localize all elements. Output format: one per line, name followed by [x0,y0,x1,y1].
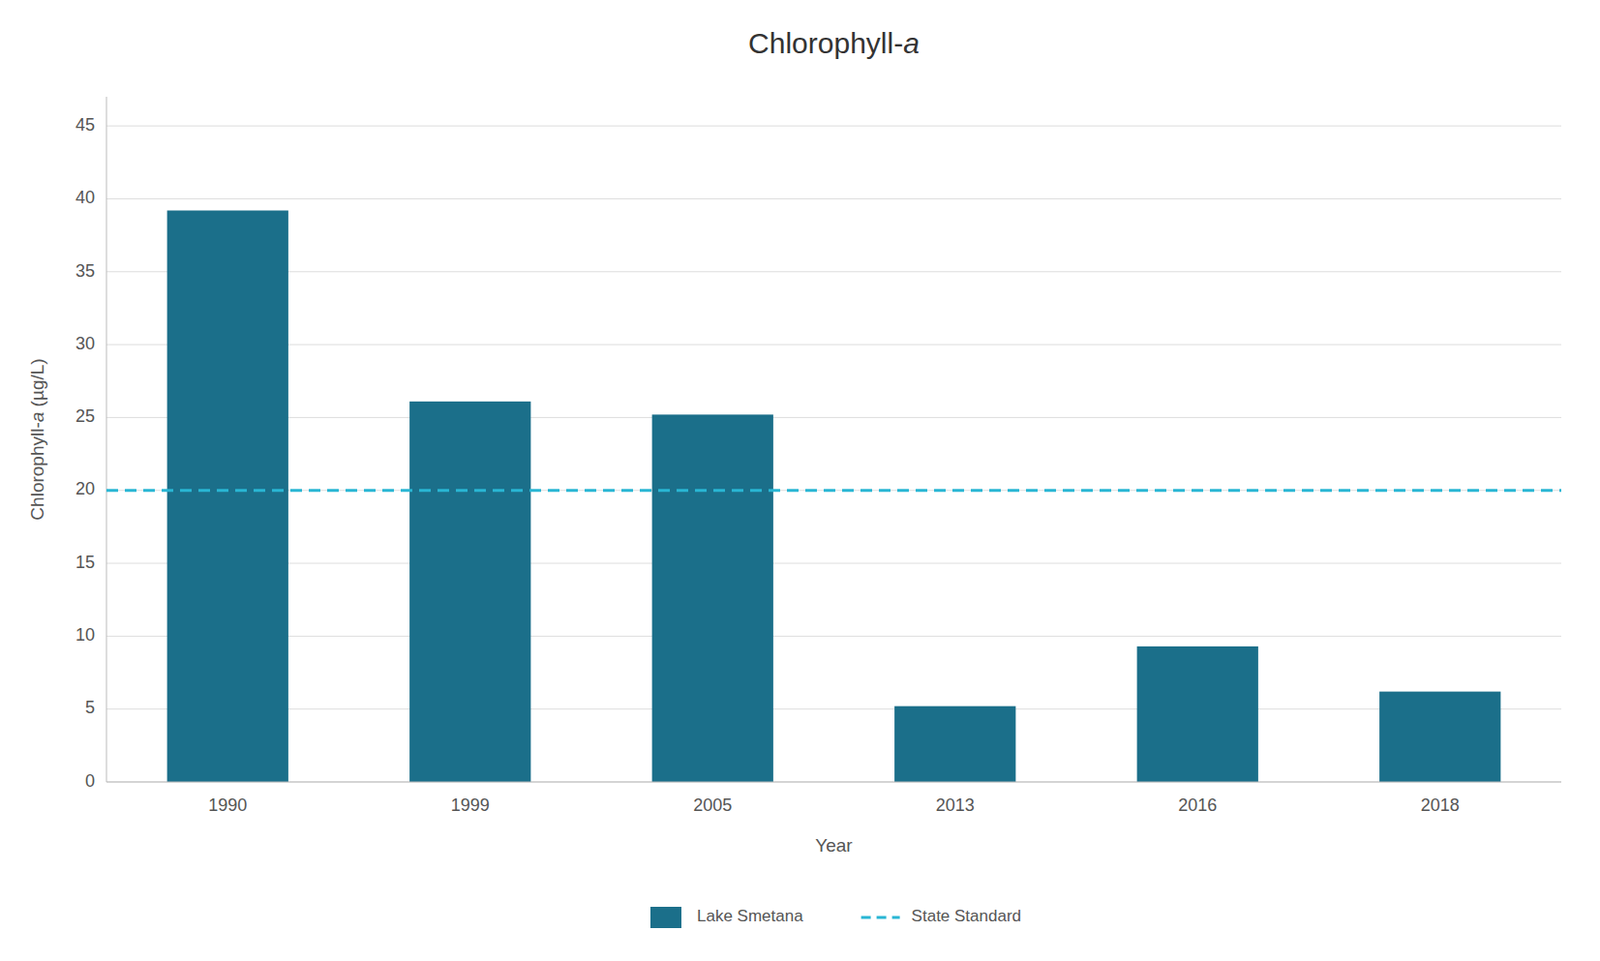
text-part: Chlorophyll- [748,27,904,60]
plot-area [106,210,1562,783]
grid-line [106,344,1562,346]
grid-line [106,271,1562,272]
legend: Lake Smetana State Standard [650,906,1022,929]
legend-label: State Standard [911,906,1022,926]
grid-line [106,198,1562,200]
page: {"chart_data": {"type": "bar", "title": … [0,0,1600,961]
x-axis-label: Year [815,835,853,856]
chart: 0 5 10 15 20 25 30 35 40 45 1990 1999 2005 2013 2016 20… [0,0,1600,961]
grid-line [106,417,1562,419]
y-tick-label: 0 [85,771,95,791]
grid-line [106,635,1562,637]
bar [652,414,774,783]
x-tick-label: 1990 [208,795,247,816]
y-tick-label: 30 [75,333,95,354]
legend-item: Lake Smetana [650,906,804,929]
grid-line [106,708,1562,710]
legend-swatch [650,906,682,929]
grid-line [106,563,1562,565]
bar [167,210,289,783]
x-tick-label: 2016 [1177,795,1217,816]
text-part-italic: a [903,27,920,60]
x-tick-label: 2005 [693,795,732,816]
bar [409,401,531,783]
y-tick-label: 35 [75,261,95,281]
x-tick-label: 1999 [451,795,490,816]
y-tick-label: 20 [75,479,95,499]
bar [1379,692,1501,783]
reference-line [106,488,1562,492]
bar [894,706,1016,783]
grid-line [106,489,1562,491]
y-axis-line [106,96,108,783]
y-tick-label: 15 [75,552,95,573]
x-tick-label: 2013 [935,795,975,816]
x-axis-line [106,782,1562,784]
title: Chlorophyll-a [748,27,920,60]
y-tick-label: 5 [85,697,95,718]
y-tick-label: 25 [75,406,95,426]
text-part: (µg/L) [27,358,48,412]
y-tick-label: 10 [75,625,95,645]
grid-line [106,782,1562,784]
bar [1137,646,1259,783]
grid-line [106,125,1562,127]
legend-label: Lake Smetana [696,906,804,926]
legend-swatch [861,916,901,920]
x-tick-label: 2018 [1420,795,1460,816]
y-tick-label: 45 [75,115,95,135]
text-part-italic: a [27,412,48,423]
legend-item: State Standard [861,906,1022,926]
y-tick-label: 40 [75,187,95,208]
y-axis-label: Chlorophyll-a (µg/L) [27,358,48,520]
text-part: Chlorophyll- [27,422,48,520]
grid [106,125,1562,783]
